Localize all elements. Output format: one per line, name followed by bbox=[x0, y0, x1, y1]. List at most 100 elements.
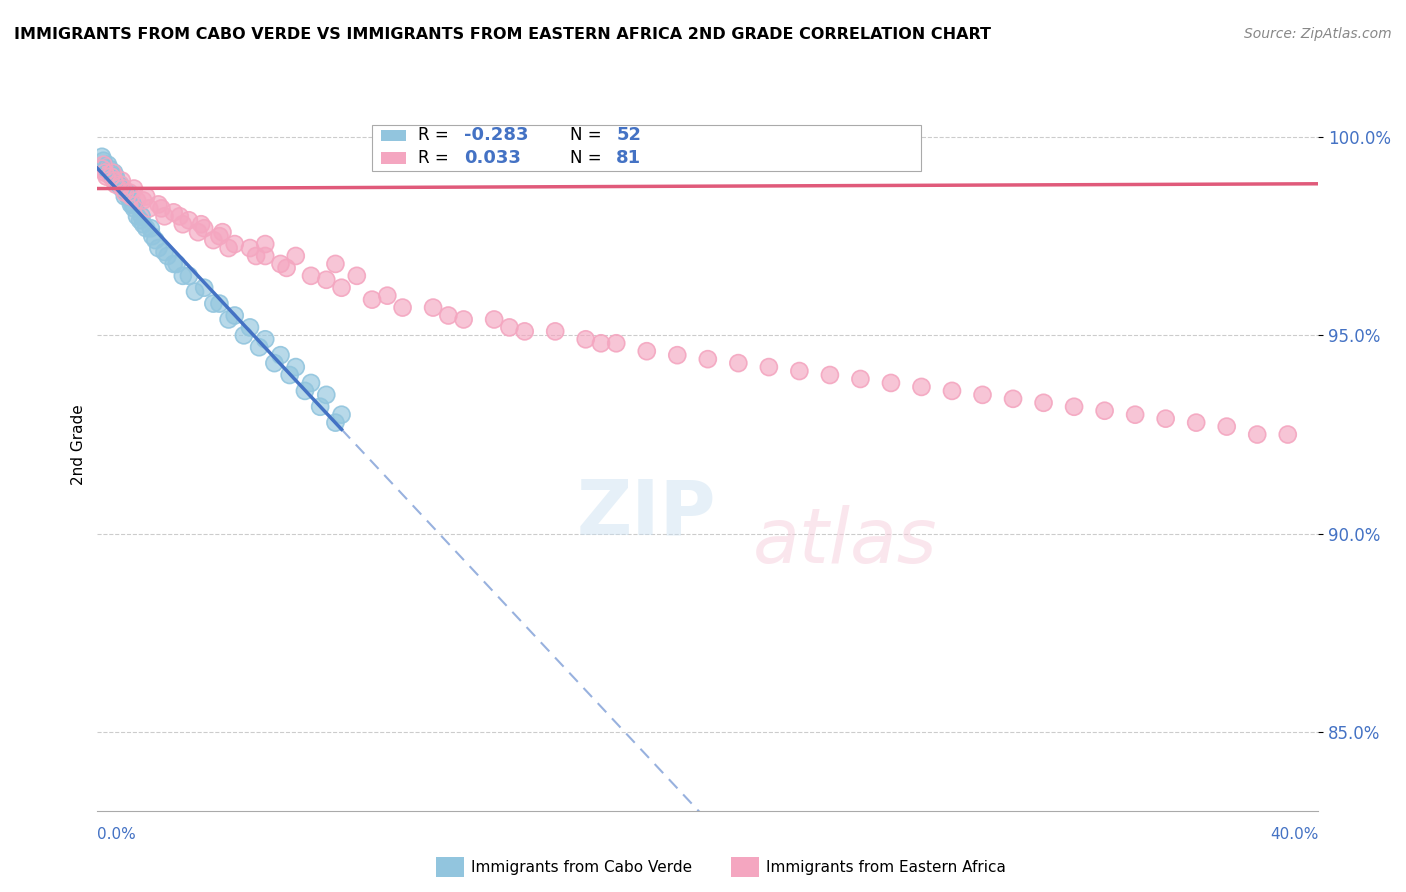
Point bbox=[269, 257, 291, 271]
Point bbox=[98, 161, 121, 176]
Point bbox=[278, 368, 301, 382]
Point bbox=[1277, 427, 1299, 442]
Point bbox=[94, 166, 117, 180]
Point bbox=[299, 376, 322, 390]
Point bbox=[1032, 396, 1054, 410]
Point bbox=[114, 186, 136, 200]
Point bbox=[110, 178, 132, 192]
Point bbox=[263, 356, 285, 370]
Point bbox=[107, 178, 129, 192]
Point bbox=[269, 348, 291, 362]
Point bbox=[910, 380, 932, 394]
Point bbox=[163, 205, 186, 219]
Point bbox=[187, 225, 209, 239]
Point bbox=[138, 202, 160, 216]
Point bbox=[112, 181, 135, 195]
Point bbox=[107, 178, 129, 192]
Point bbox=[104, 169, 127, 184]
Point bbox=[129, 213, 152, 227]
Text: 40.0%: 40.0% bbox=[1270, 828, 1319, 842]
Point bbox=[148, 241, 170, 255]
Point bbox=[103, 173, 125, 187]
Point bbox=[101, 166, 124, 180]
Point bbox=[172, 268, 194, 283]
Point bbox=[132, 194, 155, 208]
Point bbox=[177, 268, 200, 283]
Point bbox=[184, 285, 207, 299]
Point bbox=[309, 400, 332, 414]
Point bbox=[208, 229, 231, 244]
Point bbox=[239, 320, 262, 334]
Point bbox=[1063, 400, 1085, 414]
Point bbox=[114, 189, 136, 203]
Point bbox=[284, 249, 307, 263]
Point bbox=[284, 360, 307, 375]
Point bbox=[193, 281, 215, 295]
Point bbox=[208, 229, 231, 244]
Point bbox=[169, 210, 191, 224]
Point bbox=[972, 388, 994, 402]
Point bbox=[211, 225, 233, 239]
Point bbox=[93, 153, 115, 168]
Text: 0.0%: 0.0% bbox=[97, 828, 136, 842]
Point bbox=[211, 225, 233, 239]
Point bbox=[172, 217, 194, 231]
Point bbox=[254, 249, 277, 263]
Point bbox=[98, 161, 121, 176]
Point bbox=[278, 368, 301, 382]
Point bbox=[1063, 400, 1085, 414]
Point bbox=[276, 260, 298, 275]
Point bbox=[254, 237, 277, 252]
Point bbox=[482, 312, 505, 326]
Point bbox=[245, 249, 267, 263]
Point bbox=[129, 213, 152, 227]
Point bbox=[941, 384, 963, 398]
Text: 0.033: 0.033 bbox=[464, 149, 520, 167]
Point bbox=[104, 169, 127, 184]
Point bbox=[112, 181, 135, 195]
Point bbox=[247, 340, 270, 354]
Text: 52: 52 bbox=[616, 127, 641, 145]
Point bbox=[117, 189, 139, 203]
Point bbox=[330, 408, 353, 422]
Point bbox=[239, 241, 262, 255]
Point bbox=[135, 221, 157, 235]
Point bbox=[172, 268, 194, 283]
Point bbox=[1032, 396, 1054, 410]
Point bbox=[125, 194, 148, 208]
Point bbox=[132, 217, 155, 231]
Point bbox=[163, 257, 186, 271]
Point bbox=[818, 368, 841, 382]
Point bbox=[177, 213, 200, 227]
Point bbox=[247, 340, 270, 354]
Point bbox=[122, 202, 145, 216]
Point bbox=[218, 312, 240, 326]
Point bbox=[115, 186, 138, 200]
Point bbox=[120, 197, 142, 211]
Point bbox=[120, 189, 142, 203]
Point bbox=[391, 301, 413, 315]
Point bbox=[120, 197, 142, 211]
Point bbox=[101, 169, 124, 184]
Point bbox=[315, 388, 337, 402]
Point bbox=[224, 237, 246, 252]
Point bbox=[1123, 408, 1146, 422]
Point bbox=[218, 312, 240, 326]
Bar bbox=[381, 130, 406, 141]
Text: IMMIGRANTS FROM CABO VERDE VS IMMIGRANTS FROM EASTERN AFRICA 2ND GRADE CORRELATI: IMMIGRANTS FROM CABO VERDE VS IMMIGRANTS… bbox=[14, 27, 991, 42]
Point bbox=[103, 166, 125, 180]
Point bbox=[325, 416, 347, 430]
Point bbox=[190, 217, 212, 231]
Point bbox=[299, 268, 322, 283]
Point bbox=[453, 312, 475, 326]
Point bbox=[138, 202, 160, 216]
Point bbox=[636, 344, 658, 359]
Point bbox=[193, 281, 215, 295]
Point bbox=[90, 150, 112, 164]
Point bbox=[172, 217, 194, 231]
Point bbox=[111, 173, 134, 187]
Text: Immigrants from Cabo Verde: Immigrants from Cabo Verde bbox=[471, 860, 692, 874]
Point bbox=[132, 194, 155, 208]
Point bbox=[141, 229, 163, 244]
Point bbox=[361, 293, 384, 307]
